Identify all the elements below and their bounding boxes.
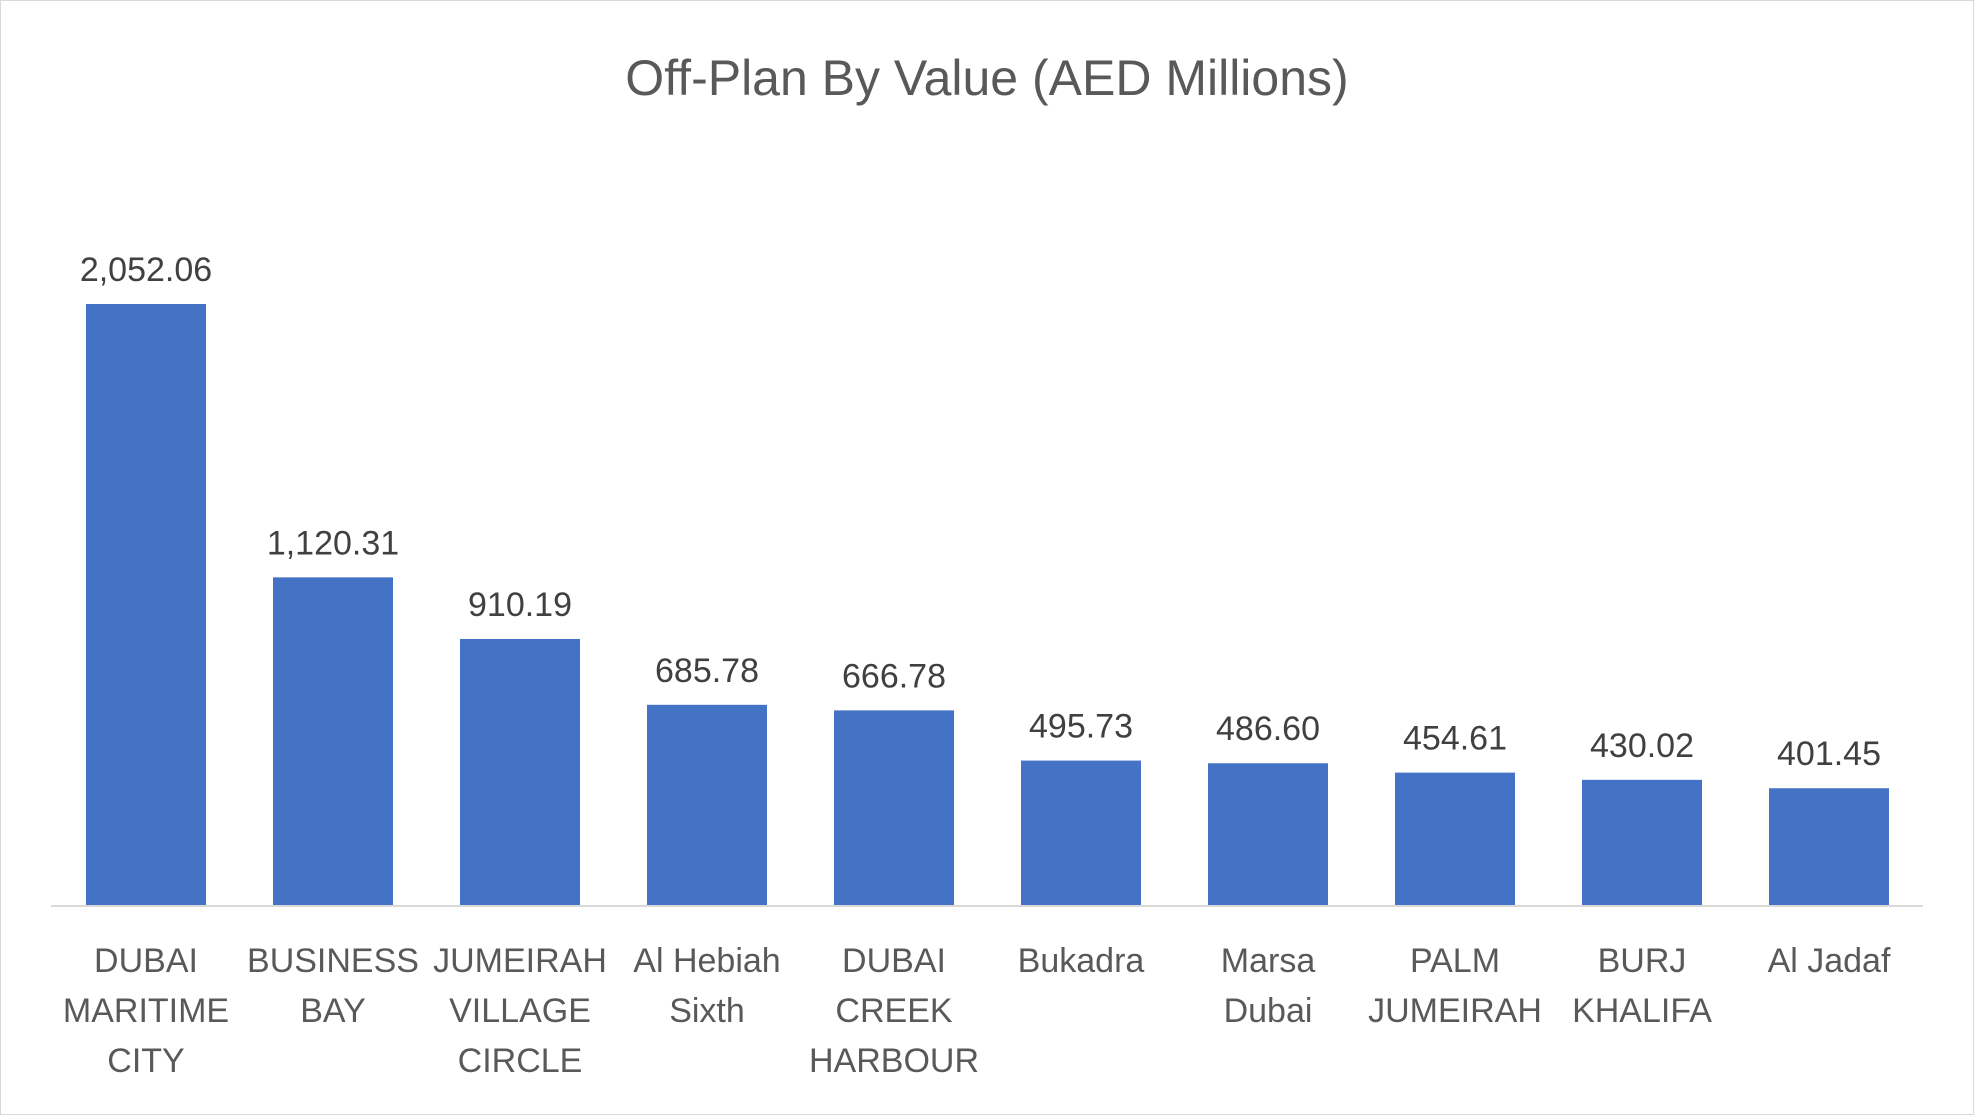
x-tick-label: Al Hebiah Sixth: [633, 942, 780, 1030]
x-tick-label-line: CIRCLE: [458, 1042, 583, 1080]
x-tick-label: BURJ KHALIFA: [1572, 942, 1712, 1030]
x-tick-label-line: Marsa: [1221, 942, 1316, 980]
bar: [647, 704, 767, 906]
x-tick-label-line: BURJ: [1598, 942, 1687, 980]
x-tick-label: Al Jadaf: [1768, 942, 1891, 980]
chart-title: Off-Plan By Value (AED Millions): [625, 50, 1348, 106]
bar: [273, 577, 393, 906]
data-label: 401.45: [1777, 735, 1881, 773]
x-tick-labels: DUBAI MARITIME CITY BUSINESS BAY JUMEIRAH VILL…: [63, 942, 1891, 1080]
x-tick-label-line: VILLAGE: [449, 992, 591, 1030]
x-tick-label: PALM JUMEIRAH: [1368, 942, 1542, 1030]
data-label: 910.19: [468, 586, 572, 624]
bar: [1395, 772, 1515, 906]
x-tick-label-line: JUMEIRAH: [433, 942, 607, 980]
x-tick-label-line: Sixth: [669, 992, 745, 1030]
x-tick-label-line: CITY: [107, 1042, 184, 1080]
data-label: 486.60: [1216, 710, 1320, 748]
bar: [1021, 760, 1141, 906]
data-label: 666.78: [842, 657, 946, 695]
x-tick-label-line: BAY: [300, 992, 366, 1030]
bars-layer: 2,052.06 1,120.31 910.19 685.78 666.78 495.73…: [80, 251, 1889, 906]
x-tick-label-line: JUMEIRAH: [1368, 992, 1542, 1030]
x-tick-label-line: KHALIFA: [1572, 992, 1712, 1030]
data-label: 1,120.31: [267, 524, 399, 562]
bar: [460, 638, 580, 906]
x-tick-label-line: Al Jadaf: [1768, 942, 1891, 980]
x-tick-label-line: CREEK: [835, 992, 952, 1030]
x-tick-label: Bukadra: [1018, 942, 1145, 980]
data-label: 2,052.06: [80, 251, 212, 289]
bar: [1769, 788, 1889, 906]
data-label: 685.78: [655, 652, 759, 690]
x-tick-label: DUBAI CREEK HARBOUR: [809, 942, 979, 1080]
bar: [834, 710, 954, 906]
bar: [1582, 779, 1702, 906]
x-tick-label-line: BUSINESS: [247, 942, 419, 980]
x-tick-label-line: MARITIME: [63, 992, 229, 1030]
x-tick-label-line: Dubai: [1224, 992, 1313, 1030]
x-tick-label-line: Bukadra: [1018, 942, 1145, 980]
data-label: 430.02: [1590, 727, 1694, 765]
x-tick-label-line: Al Hebiah: [633, 942, 780, 980]
x-tick-label-line: DUBAI: [94, 942, 198, 980]
x-tick-label: DUBAI MARITIME CITY: [63, 942, 229, 1080]
bar: [86, 304, 206, 906]
data-label: 454.61: [1403, 720, 1507, 758]
x-tick-label: JUMEIRAH VILLAGE CIRCLE: [433, 942, 607, 1080]
x-tick-label: BUSINESS BAY: [247, 942, 419, 1030]
data-label: 495.73: [1029, 708, 1133, 746]
bar: [1208, 763, 1328, 906]
x-tick-label: Marsa Dubai: [1221, 942, 1316, 1030]
x-tick-label-line: HARBOUR: [809, 1042, 979, 1080]
x-tick-label-line: PALM: [1410, 942, 1500, 980]
x-tick-label-line: DUBAI: [842, 942, 946, 980]
